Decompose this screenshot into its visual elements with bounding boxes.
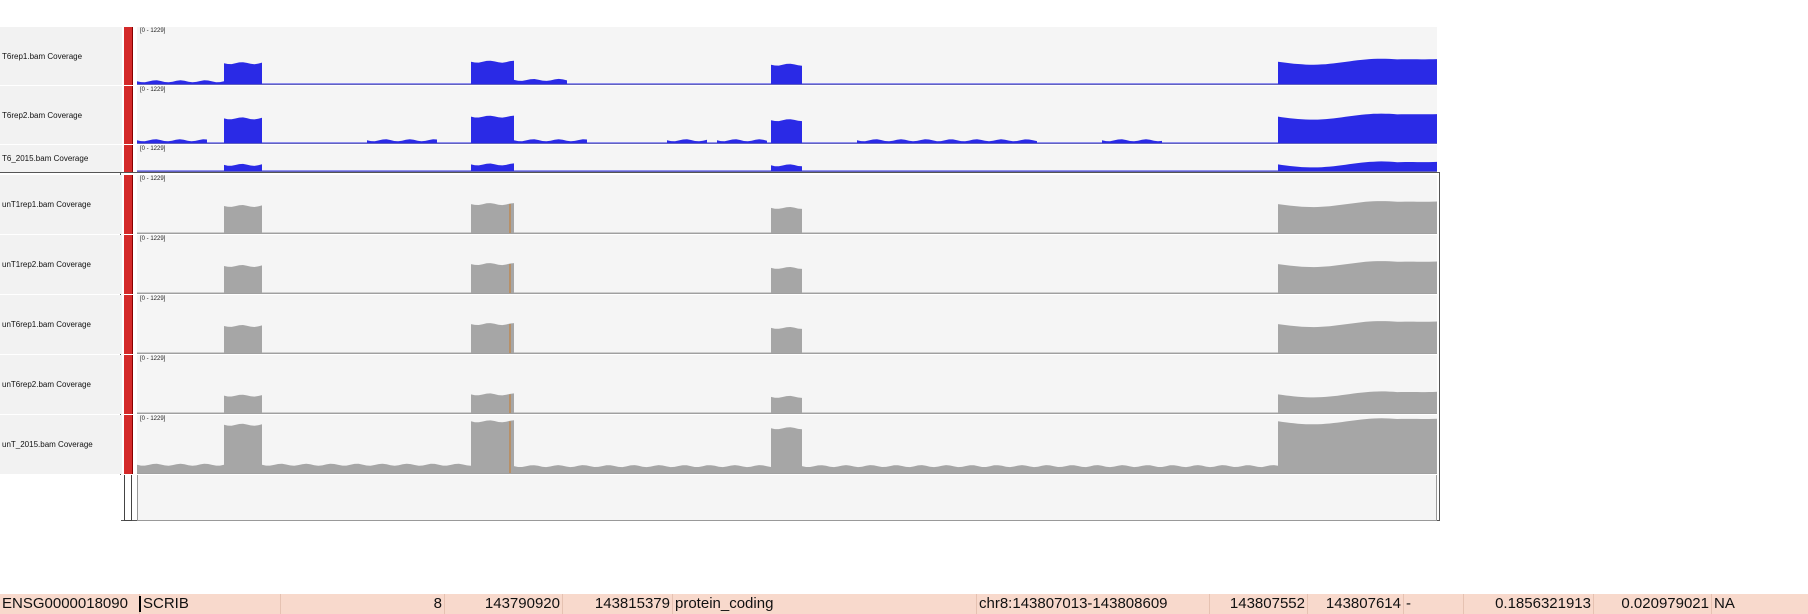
coverage-plot (137, 58, 1437, 85)
coverage-plot (137, 418, 1437, 474)
attribute-bar[interactable] (124, 145, 133, 172)
biotype-cell[interactable]: protein_coding (673, 594, 977, 614)
coverage-plot (137, 161, 1437, 172)
coverage-area (137, 58, 1437, 84)
empty-name-cell (0, 475, 121, 521)
empty-attribute-cell (124, 475, 132, 521)
data-range-label: [0 - 1229] (140, 176, 166, 182)
track-name[interactable]: T6rep2.bam Coverage (0, 86, 122, 144)
coverage-area (224, 201, 1437, 233)
coverage-track[interactable]: T6rep2.bam Coverage [0 - 1229] (0, 86, 1440, 144)
coverage-track[interactable]: unT1rep2.bam Coverage [0 - 1229] (0, 235, 1439, 294)
track-name[interactable]: T6_2015.bam Coverage (0, 145, 122, 172)
track-data-panel[interactable]: [0 - 1229] (137, 295, 1437, 354)
coverage-track[interactable]: unT6rep2.bam Coverage [0 - 1229] (0, 355, 1439, 414)
data-range-label: [0 - 1229] (140, 296, 166, 302)
track-name[interactable]: unT6rep2.bam Coverage (0, 355, 122, 414)
coverage-plot (137, 113, 1437, 144)
coverage-area (224, 261, 1437, 293)
coverage-area (224, 391, 1437, 413)
coverage-plot (137, 321, 1437, 354)
track-data-panel[interactable]: [0 - 1229] (137, 175, 1437, 234)
attribute-bar[interactable] (124, 27, 133, 85)
coverage-plot (137, 261, 1437, 294)
coverage-plot (137, 391, 1437, 414)
data-range-label: [0 - 1229] (140, 87, 166, 93)
event-end-cell[interactable]: 143807614 (1308, 594, 1404, 614)
gene-name-cell[interactable]: SCRIB (141, 594, 281, 614)
coverage-track[interactable]: unT1rep1.bam Coverage [0 - 1229] (0, 175, 1439, 234)
attribute-bar[interactable] (124, 415, 133, 474)
end-cell[interactable]: 143815379 (563, 594, 673, 614)
attribute-bar[interactable] (124, 86, 133, 144)
track-data-panel[interactable]: [0 - 1229] (137, 415, 1437, 474)
coverage-track[interactable]: T6rep1.bam Coverage [0 - 1229] (0, 27, 1440, 85)
value2-cell[interactable]: 0.020979021 (1594, 594, 1712, 614)
track-name[interactable]: unT1rep1.bam Coverage (0, 175, 122, 234)
empty-data-panel[interactable] (137, 475, 1437, 521)
locus-cell[interactable]: chr8:143807013-143808609 (977, 594, 1210, 614)
value3-cell[interactable]: NA (1714, 595, 1735, 612)
data-range-label: [0 - 1229] (140, 146, 166, 152)
value1-cell[interactable]: 0.1856321913 (1464, 594, 1594, 614)
coverage-area (224, 161, 1437, 171)
coverage-area (224, 321, 1437, 353)
data-range-label: [0 - 1229] (140, 236, 166, 242)
attribute-bar[interactable] (124, 235, 133, 294)
track-name[interactable]: unT_2015.bam Coverage (0, 415, 122, 474)
coverage-plot (137, 201, 1437, 234)
coverage-track[interactable]: unT6rep1.bam Coverage [0 - 1229] (0, 295, 1439, 354)
cursor-mark (139, 596, 141, 612)
strand-cell[interactable]: - (1404, 594, 1464, 614)
empty-track-row (0, 475, 1440, 521)
coverage-area (137, 113, 1437, 143)
track-name[interactable]: unT6rep1.bam Coverage (0, 295, 122, 354)
start-cell[interactable]: 143790920 (445, 594, 563, 614)
track-data-panel[interactable]: [0 - 1229] (137, 355, 1437, 414)
result-table-row[interactable]: ENSG0000018090 SCRIB 8 143790920 1438153… (0, 594, 1808, 614)
data-range-label: [0 - 1229] (140, 416, 166, 422)
track-data-panel[interactable]: [0 - 1229] (137, 86, 1437, 144)
coverage-track[interactable]: T6_2015.bam Coverage [0 - 1229] (0, 145, 1440, 172)
gene-id-cell[interactable]: ENSG0000018090 (0, 594, 140, 614)
attribute-bar[interactable] (124, 175, 133, 234)
coverage-track[interactable]: unT_2015.bam Coverage [0 - 1229] (0, 415, 1439, 474)
track-data-panel[interactable]: [0 - 1229] (137, 235, 1437, 294)
track-name[interactable]: T6rep1.bam Coverage (0, 27, 122, 85)
coverage-area (137, 418, 1437, 473)
event-start-cell[interactable]: 143807552 (1210, 594, 1308, 614)
data-range-label: [0 - 1229] (140, 28, 166, 34)
chrom-cell[interactable]: 8 (281, 594, 445, 614)
bottom-track-panel: unT1rep1.bam Coverage [0 - 1229] unT1rep… (0, 172, 1440, 521)
track-name[interactable]: unT1rep2.bam Coverage (0, 235, 122, 294)
top-track-panel: T6rep1.bam Coverage [0 - 1229] T6rep2.ba… (0, 27, 1440, 172)
data-range-label: [0 - 1229] (140, 356, 166, 362)
track-data-panel[interactable]: [0 - 1229] (137, 145, 1437, 172)
attribute-bar[interactable] (124, 355, 133, 414)
attribute-bar[interactable] (124, 295, 133, 354)
track-data-panel[interactable]: [0 - 1229] (137, 27, 1437, 85)
